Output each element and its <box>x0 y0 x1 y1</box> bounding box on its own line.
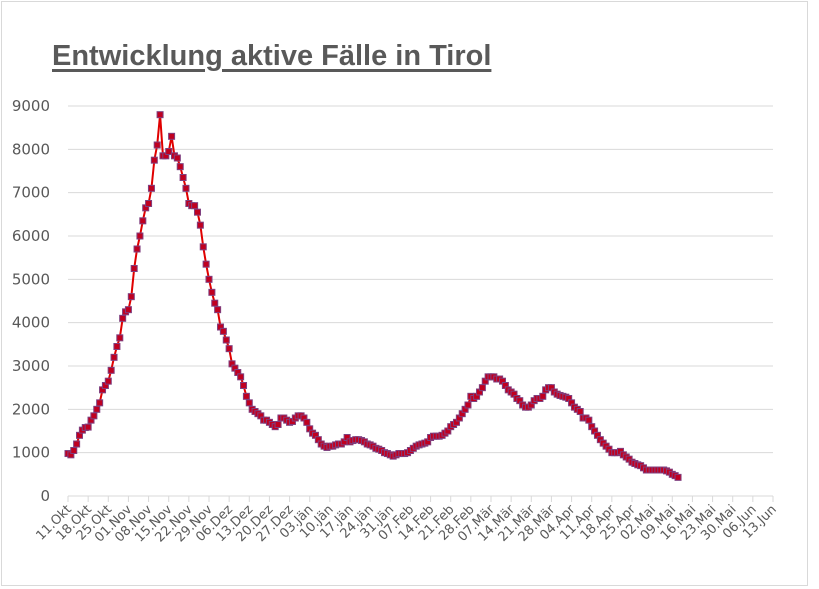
y-axis-labels: 0 1000 2000 3000 4000 5000 6000 7000 8000 9000 <box>12 97 50 505</box>
data-point-marker <box>245 399 253 407</box>
data-point-marker <box>107 366 115 374</box>
data-point-marker <box>127 293 135 301</box>
data-point-marker <box>242 392 250 400</box>
data-point-marker <box>150 156 158 164</box>
data-point-marker <box>274 421 282 428</box>
data-point-marker <box>191 202 199 210</box>
y-tick-label: 5000 <box>12 270 50 288</box>
data-point-marker <box>237 373 245 381</box>
data-point-marker <box>478 384 486 392</box>
data-point-marker <box>145 200 153 207</box>
data-point-marker <box>182 184 190 192</box>
data-point-marker <box>84 423 92 431</box>
data-point-marker <box>139 217 147 225</box>
data-point-marker <box>176 163 184 171</box>
data-point-marker <box>202 260 210 268</box>
data-point-marker <box>225 345 233 353</box>
data-point-marker <box>90 412 98 420</box>
data-point-marker <box>147 184 155 192</box>
data-point-marker <box>124 306 132 314</box>
chart-frame <box>1 1 808 586</box>
data-point-marker <box>576 408 584 415</box>
data-point-marker <box>113 343 121 350</box>
data-point-marker <box>464 401 472 409</box>
data-point-marker <box>674 473 682 481</box>
data-point-marker <box>110 353 118 361</box>
data-point-marker <box>73 440 81 448</box>
data-point-marker <box>173 154 181 162</box>
data-point-marker <box>585 416 593 424</box>
data-point-marker <box>130 265 138 272</box>
y-tick-label: 0 <box>40 487 50 505</box>
y-tick-label: 2000 <box>12 400 50 418</box>
data-point-marker <box>104 377 112 385</box>
data-point-marker <box>222 336 230 344</box>
data-point-marker <box>196 221 204 229</box>
y-tick-label: 8000 <box>12 140 50 158</box>
y-tick-label: 6000 <box>12 227 50 245</box>
data-point-marker <box>93 405 101 413</box>
data-point-marker <box>153 141 161 149</box>
data-point-marker <box>205 275 213 283</box>
data-series <box>64 111 682 481</box>
data-point-marker <box>211 299 219 307</box>
data-point-marker <box>116 334 124 342</box>
data-point-marker <box>199 243 207 251</box>
data-point-marker <box>119 314 127 322</box>
data-point-marker <box>165 148 173 155</box>
y-tick-label: 7000 <box>12 184 50 202</box>
data-point-marker <box>539 392 547 400</box>
y-tick-label: 9000 <box>12 97 50 115</box>
y-tick-label: 1000 <box>12 444 50 462</box>
data-point-marker <box>208 288 216 296</box>
data-point-marker <box>156 111 164 119</box>
x-axis: 11.Okt18.Okt25.Okt01.Nov08.Nov15.Nov22.N… <box>33 496 780 545</box>
y-tick-label: 4000 <box>12 314 50 332</box>
data-point-marker <box>179 174 187 181</box>
data-point-marker <box>240 382 248 389</box>
data-point-marker <box>96 399 104 407</box>
gridlines <box>68 105 773 497</box>
data-point-marker <box>214 306 222 314</box>
y-tick-label: 3000 <box>12 357 50 375</box>
data-point-marker <box>219 327 227 335</box>
data-point-marker <box>168 132 176 140</box>
data-point-marker <box>136 232 144 240</box>
data-point-marker <box>70 447 78 454</box>
chart-title: Entwicklung aktive Fälle in Tirol <box>52 40 492 72</box>
data-point-marker <box>193 208 201 216</box>
data-point-marker <box>303 418 311 426</box>
data-point-marker <box>133 245 141 253</box>
